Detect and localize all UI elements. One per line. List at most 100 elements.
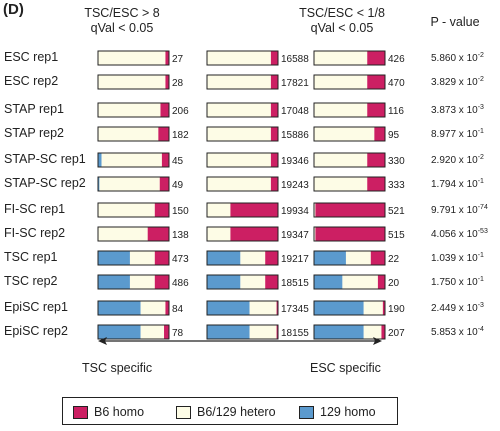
bar-segment-h129	[314, 275, 343, 289]
bars-layer: 27 16588 426 28 17821 470 206 17048 116 182 15886 9…	[97, 50, 405, 340]
bar-segment-b6	[160, 103, 169, 117]
bar-segment-het	[129, 275, 155, 289]
group1-header: TSC/ESC > 8 qVal < 0.05	[62, 6, 182, 36]
p-value-base: x 10	[456, 155, 478, 166]
bar-count-label: 521	[388, 206, 405, 217]
p-value-exponent: -1	[477, 252, 484, 259]
p-value-mantissa: 8.977	[431, 129, 457, 140]
p-value-exponent: -4	[477, 326, 484, 333]
bar-count-label: 486	[172, 278, 189, 289]
row-label: TSC rep1	[4, 250, 58, 264]
bar-segment-het	[98, 127, 159, 141]
row-label: TSC rep2	[4, 274, 58, 288]
bar-count-label: 207	[388, 328, 405, 339]
bar-segment-b6	[265, 275, 278, 289]
bar-segment-het	[207, 127, 271, 141]
p-value: 1.039 x 10-1	[431, 252, 484, 264]
bar-segment-het	[98, 203, 155, 217]
bar-count-label: 190	[388, 304, 405, 315]
bar-segment-het	[140, 301, 166, 315]
row-label: STAP rep1	[4, 102, 64, 116]
bar-segment-het	[101, 153, 162, 167]
p-value: 4.056 x 10-53	[431, 228, 488, 240]
bar-outline	[97, 102, 170, 118]
tsc-specific-label: TSC specific	[82, 361, 153, 375]
bar-segment-het	[98, 227, 148, 241]
bar-count-label: 19934	[281, 206, 309, 217]
bar-outline	[97, 300, 170, 316]
row-label: STAP-SC rep1	[4, 152, 86, 166]
bar-outline	[97, 74, 170, 90]
bar-segment-b6	[270, 103, 278, 117]
legend-item-het: B6/129 hetero	[176, 405, 276, 419]
arrow-head-right	[373, 337, 382, 345]
bar-segment-b6	[147, 227, 169, 241]
p-value-base: x 10	[456, 179, 478, 190]
bar-segment-het	[207, 153, 271, 167]
bar-segment-b6	[165, 51, 169, 65]
bar-segment-het	[363, 325, 382, 339]
p-value-base: x 10	[456, 303, 478, 314]
bar-segment-h129	[98, 275, 130, 289]
p-value-exponent: -3	[477, 302, 484, 309]
bar-segment-het	[345, 251, 371, 265]
p-value-mantissa: 5.853	[431, 327, 457, 338]
bar-count-label: 206	[172, 106, 189, 117]
bar-segment-het	[314, 177, 368, 191]
bar-segment-het	[314, 75, 368, 89]
p-value-exponent: -1	[477, 276, 484, 283]
legend-label-het: B6/129 hetero	[197, 405, 276, 419]
bar-segment-h129	[98, 251, 130, 265]
bar-outline	[97, 152, 170, 168]
bar-segment-h129	[207, 275, 241, 289]
bar-outline	[313, 102, 386, 118]
p-value: 3.829 x 10-2	[431, 76, 484, 88]
bar-segment-het	[207, 203, 231, 217]
row-label: FI-SC rep2	[4, 226, 66, 240]
bar-outline	[206, 300, 279, 316]
legend-swatch-b6	[73, 405, 88, 419]
bar-outline	[206, 152, 279, 168]
row-label: ESC rep1	[4, 50, 59, 64]
p-value-exponent: -1	[477, 128, 484, 135]
group3-header: TSC/ESC < 1/8 qVal < 0.05	[282, 6, 402, 36]
bar-count-label: 18155	[281, 328, 309, 339]
bar-segment-h129	[207, 325, 250, 339]
bar-outline	[97, 274, 170, 290]
bar-segment-het	[207, 75, 271, 89]
bar-outline	[97, 324, 170, 340]
p-value-base: x 10	[456, 277, 478, 288]
group3-header-line2: qVal < 0.05	[310, 21, 374, 35]
bar-count-label: 20	[388, 278, 400, 289]
bar-segment-b6	[154, 275, 169, 289]
bar-outline	[206, 202, 279, 218]
bar-segment-het	[342, 275, 378, 289]
legend-item-129: 129 homo	[299, 405, 376, 419]
legend: B6 homo B6/129 hetero 129 homo	[62, 397, 398, 425]
bar-segment-het	[314, 227, 316, 241]
bar-count-label: 49	[172, 180, 184, 191]
bar-outline	[206, 126, 279, 142]
legend-label-129: 129 homo	[320, 405, 376, 419]
bar-count-label: 27	[172, 54, 184, 65]
p-value-base: x 10	[456, 327, 478, 338]
p-value-mantissa: 2.920	[431, 155, 457, 166]
legend-item-b6: B6 homo	[73, 405, 144, 419]
bar-segment-b6	[367, 103, 385, 117]
bar-segment-b6	[367, 51, 385, 65]
p-value-exponent: -1	[477, 178, 484, 185]
p-value-base: x 10	[456, 253, 478, 264]
bar-segment-h129	[98, 153, 102, 167]
specificity-arrow	[98, 337, 382, 345]
bar-segment-b6	[367, 153, 385, 167]
p-value: 5.853 x 10-4	[431, 326, 484, 338]
bar-segment-b6	[158, 127, 169, 141]
bar-segment-het	[240, 251, 266, 265]
bar-segment-het	[207, 227, 231, 241]
bar-segment-h129	[98, 301, 141, 315]
bar-segment-het	[140, 325, 165, 339]
p-value-exponent: -2	[477, 154, 484, 161]
bar-segment-b6	[270, 75, 278, 89]
group3-header-line1: TSC/ESC < 1/8	[299, 6, 385, 20]
